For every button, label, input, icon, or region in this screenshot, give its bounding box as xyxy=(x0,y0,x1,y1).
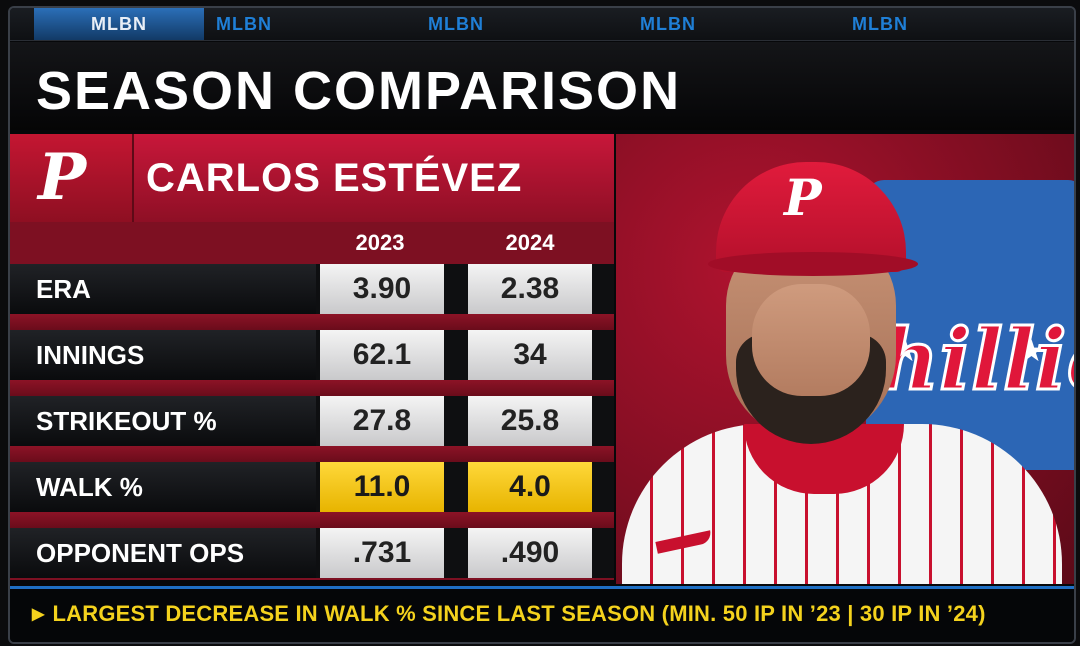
player-photo: ★ ★ hillie P xyxy=(616,134,1074,584)
stat-value-2024: 34 xyxy=(468,330,592,380)
row-divider xyxy=(444,396,468,446)
row-divider xyxy=(592,528,614,578)
row-separator xyxy=(10,512,614,528)
stat-row-innings: INNINGS 62.1 34 xyxy=(10,330,614,380)
row-divider xyxy=(444,330,468,380)
column-header-2023: 2023 xyxy=(355,230,405,255)
row-divider xyxy=(592,264,614,314)
row-separator xyxy=(10,314,614,330)
column-header-2024: 2024 xyxy=(505,230,555,255)
team-logo: P xyxy=(10,134,134,222)
network-tab: MLBN xyxy=(640,14,696,34)
stat-label: INNINGS xyxy=(10,330,316,380)
player-face xyxy=(752,284,870,396)
row-divider xyxy=(316,396,320,446)
stat-value-2023: .731 xyxy=(320,528,444,578)
stat-label: WALK % xyxy=(10,462,316,512)
row-divider xyxy=(592,330,614,380)
ticker-message: LARGEST DECREASE IN WALK % SINCE LAST SE… xyxy=(52,601,986,626)
row-divider xyxy=(444,264,468,314)
stat-label: OPPONENT OPS xyxy=(10,528,316,578)
stat-value-2024: 2.38 xyxy=(468,264,592,314)
phillies-p-logo: P xyxy=(38,140,87,215)
row-divider xyxy=(444,528,468,578)
network-tab: MLBN xyxy=(34,8,204,40)
row-separator xyxy=(10,380,614,396)
row-divider xyxy=(316,462,320,512)
stat-value-2023: 27.8 xyxy=(320,396,444,446)
stat-value-2024: .490 xyxy=(468,528,592,578)
stat-value-2023-highlighted: 11.0 xyxy=(320,462,444,512)
stat-value-2023: 3.90 xyxy=(320,264,444,314)
player-name-box: CARLOS ESTÉVEZ xyxy=(134,134,614,222)
stat-value-2024: 25.8 xyxy=(468,396,592,446)
cap-brim xyxy=(708,252,918,276)
stat-row-walk-pct: WALK % 11.0 4.0 xyxy=(10,462,614,512)
stat-label: STRIKEOUT % xyxy=(10,396,316,446)
title-bar: SEASON COMPARISON xyxy=(10,42,1074,130)
broadcast-graphic: MLBN MLBN MLBN MLBN MLBN SEASON COMPARIS… xyxy=(8,6,1076,644)
network-tab: MLBN xyxy=(216,14,272,34)
star-icon: ★ xyxy=(1018,335,1045,368)
cap-logo: P xyxy=(784,168,822,227)
row-divider xyxy=(316,528,320,578)
ticker-text: ▶ LARGEST DECREASE IN WALK % SINCE LAST S… xyxy=(32,601,986,627)
stat-value-2024-highlighted: 4.0 xyxy=(468,462,592,512)
star-icon: ★ xyxy=(892,335,919,368)
row-divider xyxy=(316,330,320,380)
row-divider xyxy=(592,462,614,512)
network-tab: MLBN xyxy=(428,14,484,34)
stat-label: ERA xyxy=(10,264,316,314)
phillies-script-logo: hillie xyxy=(876,309,1074,411)
stat-row-opponent-ops: OPPONENT OPS .731 .490 xyxy=(10,528,614,578)
stat-row-strikeout-pct: STRIKEOUT % 27.8 25.8 xyxy=(10,396,614,446)
stat-value-2023: 62.1 xyxy=(320,330,444,380)
row-divider xyxy=(592,396,614,446)
play-triangle-icon: ▶ xyxy=(32,606,45,623)
player-name: CARLOS ESTÉVEZ xyxy=(146,156,523,200)
network-tab: MLBN xyxy=(852,14,908,34)
stat-row-era: ERA 3.90 2.38 xyxy=(10,264,614,314)
page-title: SEASON COMPARISON xyxy=(36,61,682,121)
network-bar: MLBN MLBN MLBN MLBN MLBN xyxy=(10,8,1074,41)
stats-panel: P CARLOS ESTÉVEZ 2023 2024 ERA 3.90 2.38… xyxy=(10,134,614,580)
row-divider xyxy=(316,264,320,314)
bottom-ticker: ▶ LARGEST DECREASE IN WALK % SINCE LAST S… xyxy=(10,586,1074,642)
row-separator xyxy=(10,446,614,462)
row-divider xyxy=(444,462,468,512)
